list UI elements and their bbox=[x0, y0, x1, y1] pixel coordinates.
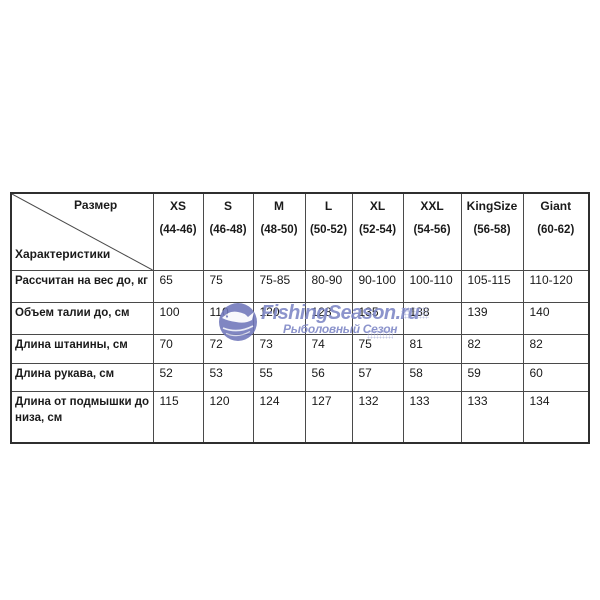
column-size-label: XL bbox=[369, 199, 386, 213]
value-cell: 75-85 bbox=[252, 270, 306, 303]
value-cell: 135 bbox=[351, 302, 404, 335]
value-cell: 74 bbox=[304, 334, 353, 364]
column-header-xs: XS (44-46) bbox=[152, 192, 204, 271]
value-cell: 105-115 bbox=[460, 270, 524, 303]
value-cell: 82 bbox=[460, 334, 524, 364]
corner-top-label: Размер bbox=[74, 198, 118, 212]
corner-cell: Размер Характеристики bbox=[10, 192, 154, 271]
value-cell: 133 bbox=[460, 391, 524, 444]
value-cell: 56 bbox=[304, 363, 353, 392]
value-cell: 100 bbox=[152, 302, 204, 335]
column-header-m: M (48-50) bbox=[252, 192, 306, 271]
column-size-label: KingSize bbox=[466, 199, 518, 213]
value-cell: 53 bbox=[202, 363, 254, 392]
column-range-label: (46-48) bbox=[209, 224, 247, 236]
value-cell: 110-120 bbox=[522, 270, 590, 303]
column-range-label: (50-52) bbox=[309, 224, 348, 236]
column-range-label: (54-56) bbox=[413, 224, 451, 236]
column-header-l: L (50-52) bbox=[304, 192, 353, 271]
table-row-waist: Объем талии до, см 100 110 120 128 135 1… bbox=[10, 302, 590, 335]
column-range-label: (48-50) bbox=[260, 224, 298, 236]
table-row-sleeve-length: Длина рукава, см 52 53 55 56 57 58 59 60 bbox=[10, 363, 590, 392]
value-cell: 115 bbox=[152, 391, 204, 444]
value-cell: 52 bbox=[152, 363, 204, 392]
row-label: Рассчитан на вес до, кг bbox=[10, 270, 154, 303]
value-cell: 82 bbox=[522, 334, 590, 364]
value-cell: 80-90 bbox=[304, 270, 353, 303]
table-row-leg-length: Длина штанины, см 70 72 73 74 75 81 82 8… bbox=[10, 334, 590, 364]
column-header-giant: Giant (60-62) bbox=[522, 192, 590, 271]
value-cell: 58 bbox=[402, 363, 462, 392]
value-cell: 128 bbox=[304, 302, 353, 335]
column-header-kingsize: KingSize (56-58) bbox=[460, 192, 524, 271]
value-cell: 73 bbox=[252, 334, 306, 364]
size-chart-table: Размер Характеристики XS (44-46) S (46-4… bbox=[10, 192, 590, 444]
value-cell: 60 bbox=[522, 363, 590, 392]
row-label: Объем талии до, см bbox=[10, 302, 154, 335]
value-cell: 70 bbox=[152, 334, 204, 364]
corner-bottom-label: Характеристики bbox=[15, 247, 111, 261]
column-range-label: (52-54) bbox=[358, 224, 397, 236]
row-label: Длина рукава, см bbox=[10, 363, 154, 392]
header-row: Размер Характеристики XS (44-46) S (46-4… bbox=[10, 192, 590, 271]
value-cell: 57 bbox=[351, 363, 404, 392]
value-cell: 59 bbox=[460, 363, 524, 392]
column-size-label: L bbox=[324, 199, 333, 213]
table-row-weight: Рассчитан на вес до, кг 65 75 75-85 80-9… bbox=[10, 270, 590, 303]
value-cell: 134 bbox=[522, 391, 590, 444]
value-cell: 120 bbox=[252, 302, 306, 335]
table-row-armpit-length: Длина от подмышки до низа, см 115 120 12… bbox=[10, 391, 590, 444]
value-cell: 110 bbox=[202, 302, 254, 335]
column-range-label: (44-46) bbox=[159, 224, 197, 236]
column-size-label: S bbox=[223, 199, 232, 213]
corner-diagonal-line bbox=[12, 194, 153, 270]
value-cell: 55 bbox=[252, 363, 306, 392]
value-cell: 124 bbox=[252, 391, 306, 444]
column-range-label: (56-58) bbox=[473, 224, 511, 236]
value-cell: 90-100 bbox=[351, 270, 404, 303]
value-cell: 138 bbox=[402, 302, 462, 335]
value-cell: 139 bbox=[460, 302, 524, 335]
column-size-label: XS bbox=[169, 199, 186, 213]
value-cell: 120 bbox=[202, 391, 254, 444]
value-cell: 133 bbox=[402, 391, 462, 444]
value-cell: 75 bbox=[351, 334, 404, 364]
column-size-label: XXL bbox=[420, 199, 444, 213]
value-cell: 100-110 bbox=[402, 270, 462, 303]
value-cell: 127 bbox=[304, 391, 353, 444]
value-cell: 81 bbox=[402, 334, 462, 364]
column-size-label: M bbox=[274, 199, 284, 213]
value-cell: 132 bbox=[351, 391, 404, 444]
row-label: Длина штанины, см bbox=[10, 334, 154, 364]
column-size-label: Giant bbox=[540, 199, 572, 213]
value-cell: 72 bbox=[202, 334, 254, 364]
value-cell: 65 bbox=[152, 270, 204, 303]
column-header-s: S (46-48) bbox=[202, 192, 254, 271]
column-header-xl: XL (52-54) bbox=[351, 192, 404, 271]
row-label: Длина от подмышки до низа, см bbox=[10, 391, 154, 444]
column-range-label: (60-62) bbox=[537, 224, 575, 236]
column-header-xxl: XXL (54-56) bbox=[402, 192, 462, 271]
value-cell: 140 bbox=[522, 302, 590, 335]
value-cell: 75 bbox=[202, 270, 254, 303]
